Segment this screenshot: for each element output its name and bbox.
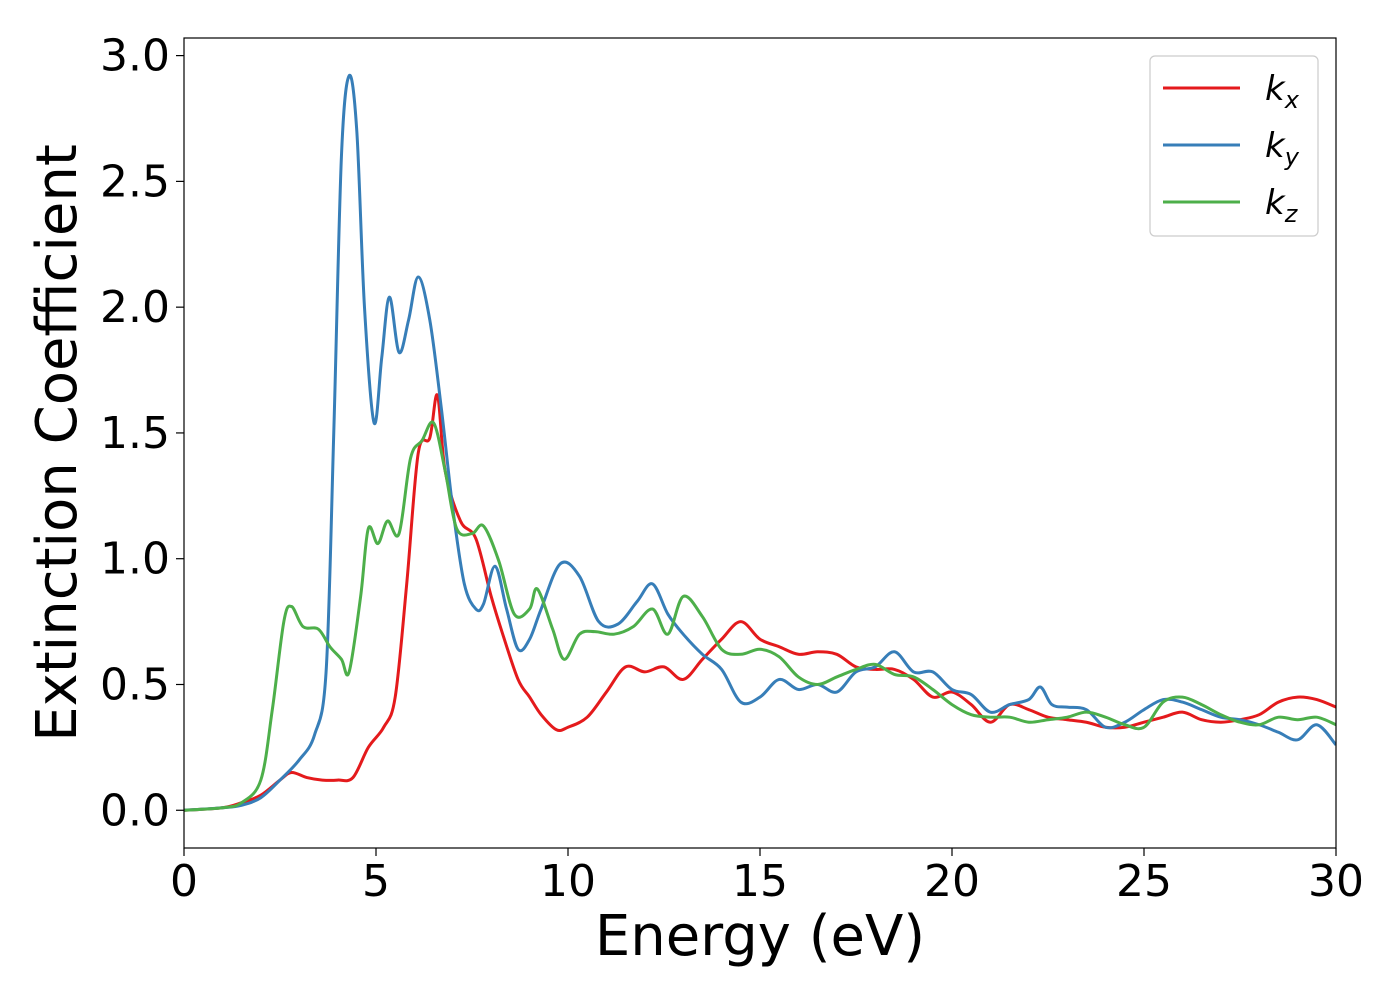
legend-label-y: ky <box>1265 126 1300 171</box>
y-tick-label: 2.0 <box>100 282 170 333</box>
y-tick-label: 3.0 <box>100 31 170 82</box>
y-tick-label: 1.0 <box>100 534 170 585</box>
legend-label-z: kz <box>1265 183 1299 228</box>
series-line-z <box>184 420 1336 812</box>
series-line-y <box>184 73 1336 812</box>
x-tick-label: 25 <box>1116 856 1172 907</box>
x-tick-label: 30 <box>1308 856 1364 907</box>
x-axis-title: Energy (eV) <box>595 904 925 969</box>
y-axis-title: Extinction Coefficient <box>25 144 90 742</box>
series-line-x <box>184 393 1336 812</box>
x-tick-label: 15 <box>732 856 788 907</box>
y-tick-label: 2.5 <box>100 156 170 207</box>
y-tick-label: 1.5 <box>100 408 170 459</box>
x-tick-label: 20 <box>924 856 980 907</box>
y-tick-label: 0.5 <box>100 659 170 710</box>
legend: kx ky kz <box>1149 55 1319 237</box>
series-layer <box>184 73 1336 812</box>
axes-layer: 0 5 10 15 20 25 30 0.0 0.5 1.0 1.5 2.0 2.5 3.0 <box>100 31 1364 907</box>
y-tick-label: 0.0 <box>100 785 170 836</box>
x-tick-label: 5 <box>362 856 390 907</box>
legend-label-x: kx <box>1265 69 1300 114</box>
x-tick-label: 10 <box>540 856 596 907</box>
x-tick-label: 0 <box>170 856 198 907</box>
